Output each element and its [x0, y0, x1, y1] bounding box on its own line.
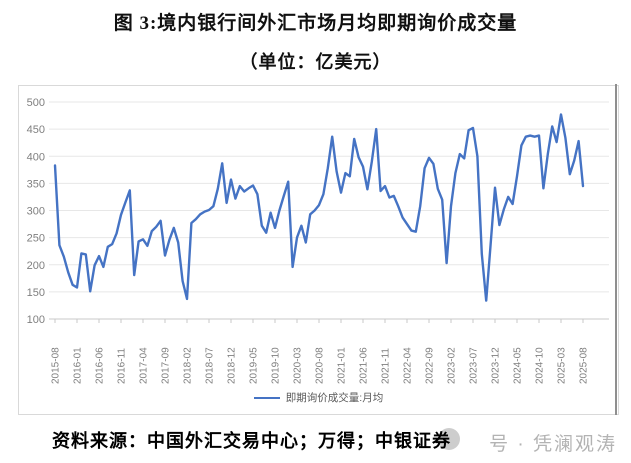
svg-text:250: 250 — [27, 233, 45, 245]
svg-text:2019-10: 2019-10 — [271, 347, 282, 384]
watermark-logo-circle — [438, 428, 460, 450]
chart-legend: 即期询价成交量:月均 — [19, 390, 618, 405]
svg-text:2023-12: 2023-12 — [491, 347, 502, 384]
svg-text:2016-11: 2016-11 — [117, 348, 128, 384]
legend-line-marker — [253, 396, 280, 399]
svg-text:100: 100 — [27, 314, 45, 326]
svg-text:2018-02: 2018-02 — [183, 347, 194, 384]
svg-text:2024-05: 2024-05 — [513, 347, 524, 384]
svg-text:2021-06: 2021-06 — [359, 347, 370, 384]
svg-text:2023-07: 2023-07 — [469, 347, 480, 384]
svg-text:2018-12: 2018-12 — [227, 347, 238, 384]
svg-text:450: 450 — [27, 124, 45, 136]
svg-text:500: 500 — [27, 97, 45, 109]
svg-text:2017-09: 2017-09 — [161, 347, 172, 384]
svg-text:2016-06: 2016-06 — [95, 347, 106, 384]
chart-canvas: 100 150 200 250 300 350 400 450 500 2015-08 2016-0… — [27, 97, 609, 384]
svg-text:350: 350 — [27, 178, 45, 190]
page-subtitle: （单位：亿美元） — [239, 52, 392, 72]
svg-text:2022-09: 2022-09 — [425, 347, 436, 384]
svg-text:2016-01: 2016-01 — [73, 347, 84, 384]
legend-label: 即期询价成交量:月均 — [285, 392, 384, 404]
svg-text:2018-07: 2018-07 — [205, 347, 216, 384]
svg-text:200: 200 — [27, 260, 45, 272]
page-title: 图 3:境内银行间外汇市场月均即期询价成交量 — [113, 13, 518, 34]
svg-text:2025-03: 2025-03 — [557, 347, 568, 384]
chart-frame: 100 150 200 250 300 350 400 450 500 2015-08 2016-0… — [18, 85, 619, 415]
svg-text:2017-04: 2017-04 — [139, 347, 150, 384]
svg-text:2024-10: 2024-10 — [535, 347, 546, 384]
svg-text:300: 300 — [27, 206, 45, 218]
svg-text:2022-04: 2022-04 — [403, 347, 414, 384]
svg-text:150: 150 — [27, 287, 45, 299]
svg-text:2021-01: 2021-01 — [337, 347, 348, 384]
svg-text:2020-03: 2020-03 — [293, 347, 304, 384]
svg-text:2023-02: 2023-02 — [447, 347, 458, 384]
svg-text:2015-08: 2015-08 — [51, 347, 62, 384]
svg-text:2020-08: 2020-08 — [315, 347, 326, 384]
svg-text:400: 400 — [27, 151, 45, 163]
svg-text:2021-11: 2021-11 — [381, 348, 392, 384]
svg-text:2025-08: 2025-08 — [579, 347, 590, 384]
source-text: 资料来源：中国外汇交易中心；万得；中银证券 — [52, 431, 451, 451]
right-edge-line — [615, 84, 617, 415]
svg-text:2019-05: 2019-05 — [249, 347, 260, 384]
watermark-text: 号 · 凭澜观涛 — [489, 434, 617, 455]
